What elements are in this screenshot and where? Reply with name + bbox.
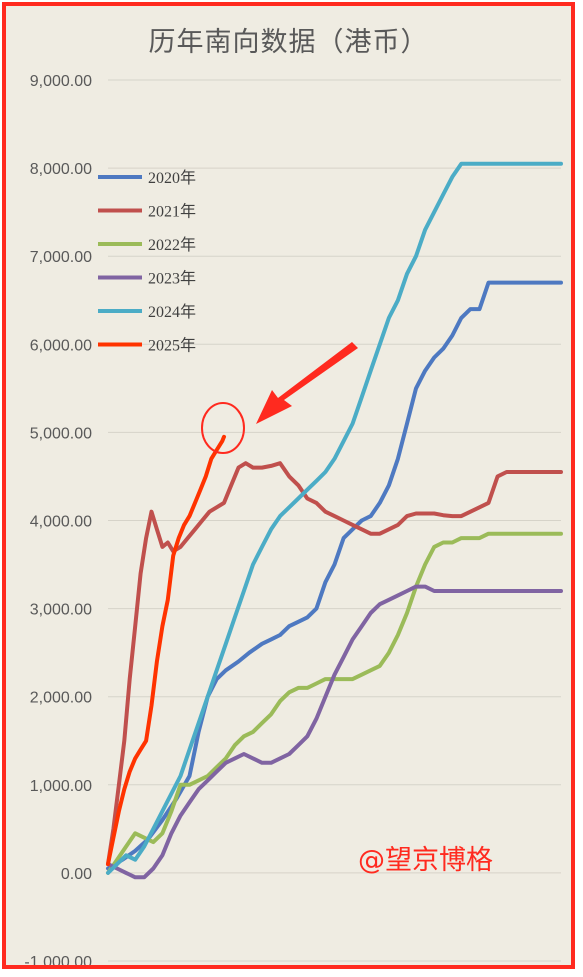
y-tick-label: 4,000.00: [30, 514, 92, 531]
arrow-annotation: [256, 342, 358, 424]
annotations: [201, 342, 358, 454]
series-lines: [106, 161, 563, 880]
legend-label: 2025年: [148, 337, 196, 355]
line-chart: -1,000.00 0.00 1,000.00 2,000.00 3,000.00 4,0…: [24, 73, 563, 965]
y-tick-label: 3,000.00: [30, 602, 92, 619]
y-tick-label: 1,000.00: [30, 778, 92, 795]
y-tick-label: 6,000.00: [30, 337, 92, 354]
y-tick-label: 8,000.00: [30, 161, 92, 178]
y-tick-label: 0.00: [61, 866, 92, 883]
legend-label: 2020年: [148, 169, 196, 187]
legend-label: 2023年: [148, 270, 196, 288]
y-tick-label: 2,000.00: [30, 690, 92, 707]
legend-label: 2024年: [148, 303, 196, 321]
y-tick-label: -1,000.00: [24, 954, 92, 965]
chart-frame: 历年南向数据（港币） -1,000.00 0.00 1,000.00 2,000.00…: [2, 2, 575, 969]
series-line-2024年: [106, 161, 563, 875]
legend-label: 2022年: [148, 236, 196, 254]
series-line-2023年: [106, 584, 563, 880]
y-tick-label: 9,000.00: [30, 73, 92, 90]
legend: 2020年 2021年 2022年 2023年 2024年 2025年: [98, 169, 196, 355]
y-tick-label: 5,000.00: [30, 425, 92, 442]
legend-label: 2021年: [148, 203, 196, 221]
y-tick-label: 7,000.00: [30, 249, 92, 266]
y-axis-ticks: -1,000.00 0.00 1,000.00 2,000.00 3,000.00 4,0…: [24, 73, 92, 965]
chart-title: 历年南向数据（港币）: [148, 27, 429, 58]
watermark: @望京博格: [358, 845, 493, 876]
highlight-circle: [201, 402, 245, 454]
series-line-2025年: [106, 434, 226, 867]
